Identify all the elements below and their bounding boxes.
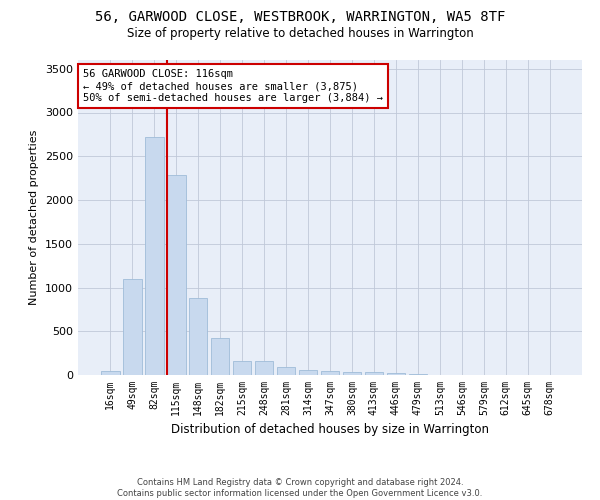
Text: 56, GARWOOD CLOSE, WESTBROOK, WARRINGTON, WA5 8TF: 56, GARWOOD CLOSE, WESTBROOK, WARRINGTON… bbox=[95, 10, 505, 24]
X-axis label: Distribution of detached houses by size in Warrington: Distribution of detached houses by size … bbox=[171, 424, 489, 436]
Text: 56 GARWOOD CLOSE: 116sqm
← 49% of detached houses are smaller (3,875)
50% of sem: 56 GARWOOD CLOSE: 116sqm ← 49% of detach… bbox=[83, 70, 383, 102]
Y-axis label: Number of detached properties: Number of detached properties bbox=[29, 130, 40, 305]
Bar bbox=[145, 137, 164, 375]
Bar bbox=[365, 372, 383, 375]
Text: Contains HM Land Registry data © Crown copyright and database right 2024.
Contai: Contains HM Land Registry data © Crown c… bbox=[118, 478, 482, 498]
Bar bbox=[277, 367, 295, 375]
Bar bbox=[409, 374, 427, 375]
Bar bbox=[123, 279, 142, 375]
Bar bbox=[189, 298, 208, 375]
Bar bbox=[320, 370, 340, 375]
Bar bbox=[255, 360, 274, 375]
Bar bbox=[101, 370, 119, 375]
Bar bbox=[211, 338, 229, 375]
Bar bbox=[343, 372, 361, 375]
Bar bbox=[233, 360, 251, 375]
Bar bbox=[299, 370, 317, 375]
Text: Size of property relative to detached houses in Warrington: Size of property relative to detached ho… bbox=[127, 28, 473, 40]
Bar bbox=[167, 174, 185, 375]
Bar bbox=[386, 373, 405, 375]
